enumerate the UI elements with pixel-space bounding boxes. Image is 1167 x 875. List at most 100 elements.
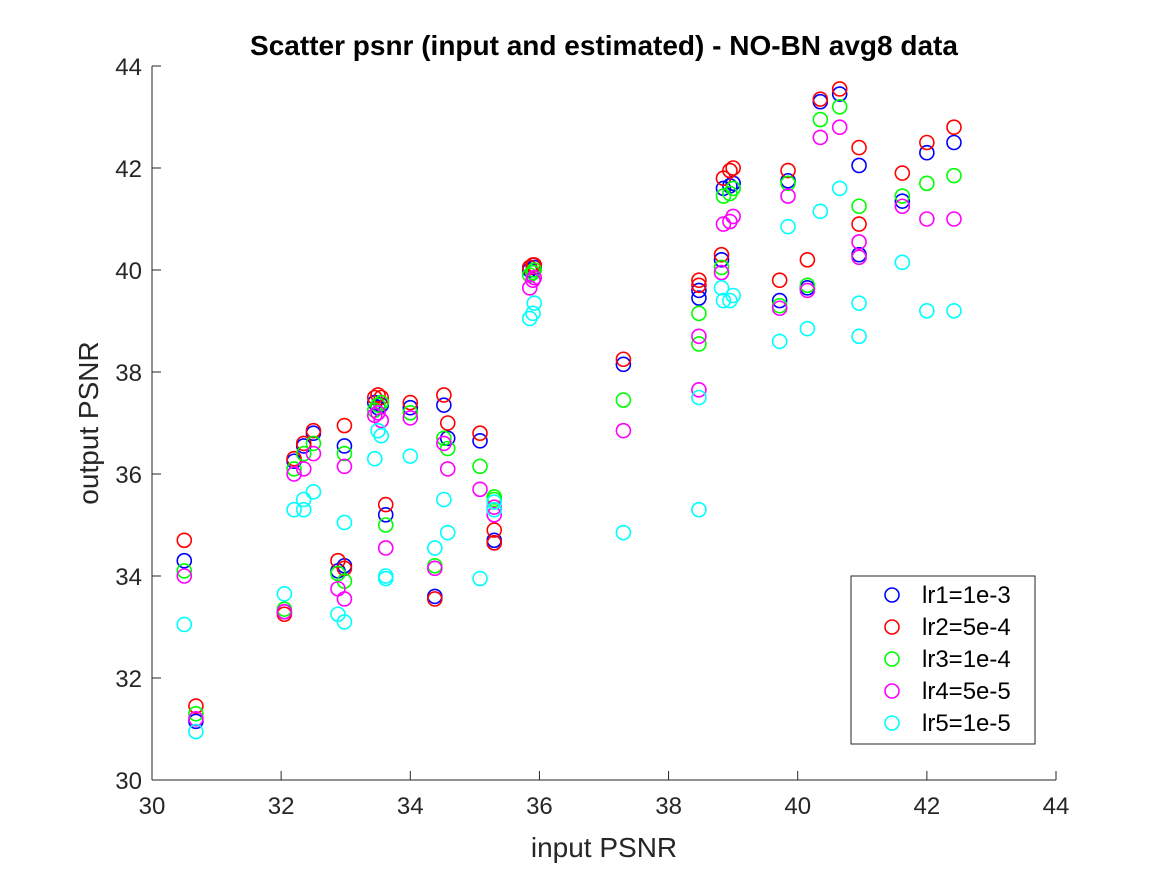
data-point — [370, 387, 386, 403]
data-point — [402, 404, 419, 421]
data-point — [831, 180, 848, 197]
data-point — [427, 560, 443, 577]
data-point — [295, 461, 312, 477]
data-point — [812, 203, 829, 220]
data-point — [402, 448, 419, 464]
data-points — [176, 81, 962, 740]
x-tick-label: 38 — [655, 793, 682, 820]
data-point — [919, 134, 935, 151]
data-point — [691, 272, 707, 289]
data-point — [831, 119, 848, 135]
data-point — [780, 175, 796, 192]
data-point — [851, 198, 867, 215]
data-point — [771, 333, 788, 350]
data-point — [851, 249, 867, 266]
data-point — [691, 305, 707, 322]
series-lr5=1e-5 — [176, 180, 962, 740]
data-point — [851, 295, 867, 311]
data-point — [336, 445, 353, 462]
data-point — [799, 282, 816, 299]
data-point — [526, 269, 543, 286]
data-point — [286, 501, 302, 518]
data-point — [526, 257, 543, 273]
data-point — [851, 157, 867, 174]
data-point — [427, 540, 443, 556]
data-point — [894, 198, 911, 215]
data-point — [436, 387, 452, 403]
series-lr3=1e-4 — [176, 99, 962, 722]
data-point — [286, 466, 302, 482]
x-tick-label: 36 — [526, 793, 553, 820]
data-point — [851, 216, 867, 232]
data-point — [713, 251, 730, 268]
data-point — [286, 461, 302, 477]
data-point — [691, 277, 707, 294]
data-point — [725, 160, 741, 176]
legend-label: lr3=1e-4 — [922, 646, 1011, 673]
data-point — [851, 234, 867, 250]
data-point — [894, 193, 911, 209]
legend-label: lr1=1e-3 — [922, 582, 1011, 609]
data-point — [377, 570, 394, 587]
data-point — [295, 491, 312, 508]
data-point — [486, 535, 503, 551]
chart-title: Scatter psnr (input and estimated) - NO-… — [250, 30, 958, 61]
data-point — [946, 302, 962, 319]
x-tick-label: 30 — [139, 793, 166, 820]
data-point — [402, 399, 419, 416]
y-tick-label: 32 — [115, 666, 142, 693]
y-tick-label: 40 — [115, 258, 142, 285]
data-point — [366, 450, 383, 467]
data-point — [472, 433, 488, 449]
data-point — [799, 320, 816, 337]
data-point — [305, 484, 322, 500]
data-point — [919, 302, 935, 319]
data-point — [894, 165, 911, 181]
x-tick-label: 32 — [268, 793, 295, 820]
data-point — [780, 188, 796, 204]
data-point — [525, 305, 541, 322]
data-point — [691, 290, 707, 306]
data-point — [771, 292, 788, 309]
data-point — [176, 616, 193, 633]
data-point — [176, 568, 193, 584]
data-point — [439, 440, 456, 457]
y-tick-label: 36 — [115, 462, 142, 489]
legend: lr1=1e-3 lr2=5e-4 lr3=1e-4 lr4=5e-5 lr5=1e-5 — [850, 575, 1036, 745]
data-point — [691, 336, 707, 352]
data-point — [188, 705, 204, 722]
data-point — [780, 218, 796, 235]
y-tick-label: 42 — [115, 156, 142, 183]
data-point — [472, 458, 488, 475]
x-tick-label: 34 — [397, 793, 424, 820]
data-point — [439, 415, 456, 431]
legend-label: lr2=5e-4 — [922, 614, 1011, 641]
data-point — [402, 410, 419, 426]
data-point — [486, 522, 503, 538]
data-point — [691, 389, 707, 406]
data-point — [486, 489, 503, 505]
data-point — [715, 188, 732, 204]
data-point — [691, 328, 707, 345]
data-point — [713, 280, 730, 296]
data-point — [526, 295, 543, 311]
data-point — [336, 458, 353, 475]
series-lr4=5e-5 — [176, 119, 962, 727]
data-point — [276, 603, 293, 620]
series-lr2=5e-4 — [176, 81, 962, 714]
data-point — [771, 300, 788, 317]
data-point — [336, 591, 353, 607]
data-point — [336, 614, 353, 630]
legend-marker — [884, 651, 900, 667]
data-point — [851, 328, 867, 345]
x-tick-label: 42 — [914, 793, 941, 820]
data-point — [946, 167, 962, 184]
data-point — [276, 586, 293, 602]
data-point — [894, 188, 911, 204]
data-point — [725, 287, 741, 304]
data-point — [812, 91, 829, 107]
x-tick-label: 44 — [1043, 793, 1070, 820]
data-point — [946, 211, 962, 227]
data-point — [831, 86, 848, 102]
